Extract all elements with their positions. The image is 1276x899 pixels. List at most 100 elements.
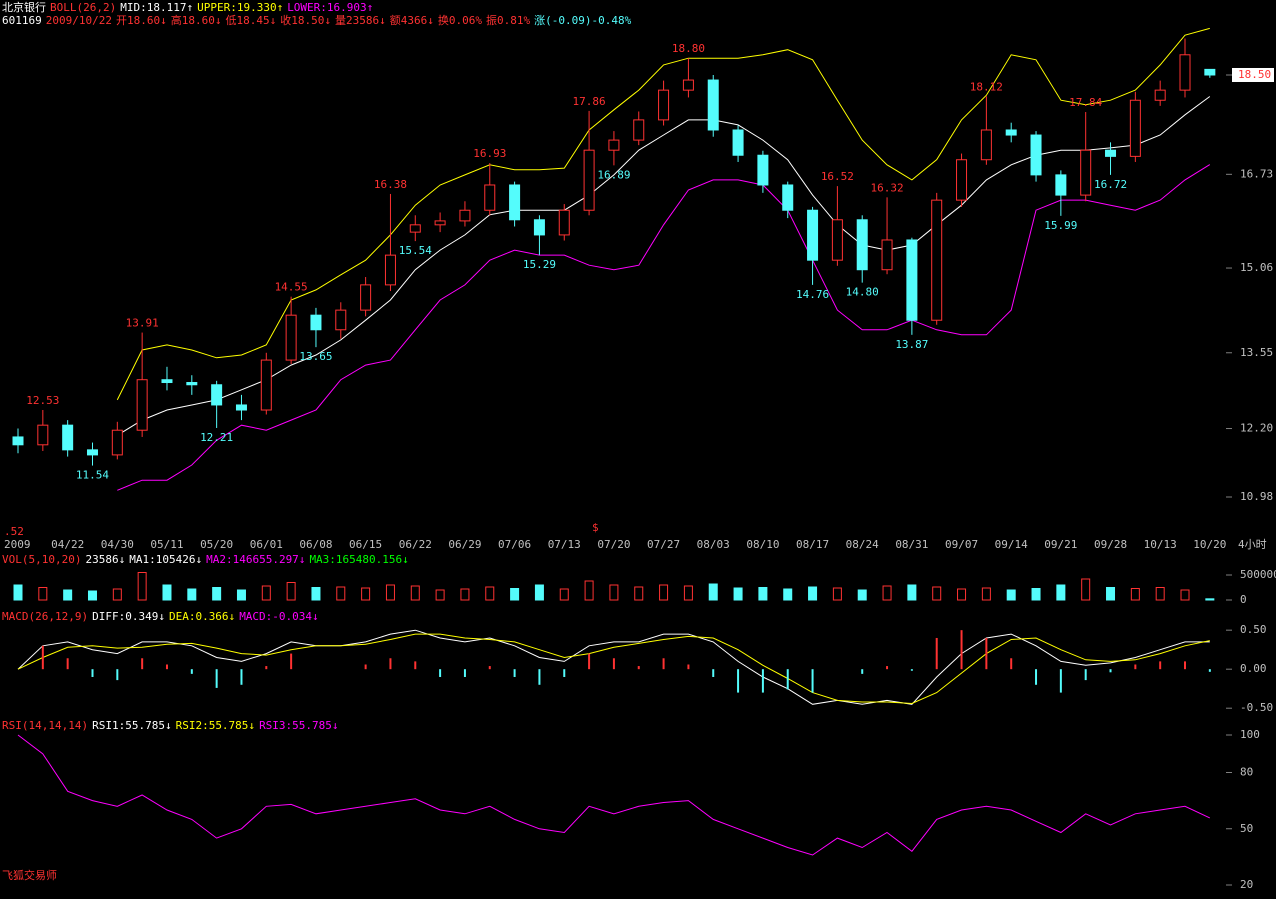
header-row: 北京银行 BOLL(26,2) MID:18.117↑ UPPER:19.330↑ LO…: [2, 1, 377, 14]
high-label: 12.53: [26, 394, 59, 407]
candle-body: [608, 139, 620, 151]
low-label: 14.80: [846, 286, 879, 299]
candle-body: [459, 209, 471, 222]
info-item: 收18.50↓: [280, 14, 331, 27]
candle-body: [881, 239, 893, 271]
volume-bar: [783, 588, 793, 601]
info-item: 额4366↓: [389, 14, 434, 27]
volume-bar: [336, 586, 346, 601]
candle-body: [310, 314, 322, 331]
candle-body: [1154, 89, 1166, 101]
x-tick-label: 08/10: [746, 538, 779, 551]
candle-body: [1179, 54, 1191, 91]
candle-body: [633, 119, 645, 141]
x-tick-label: 05/11: [150, 538, 183, 551]
candle-body: [62, 424, 74, 451]
indicator-name: MACD(26,12,9): [2, 610, 89, 623]
x-tick-label: 09/14: [995, 538, 1028, 551]
legend-item: 23586↓: [85, 553, 126, 566]
candle-body: [931, 199, 943, 321]
low-label: 11.54: [76, 469, 109, 482]
volume-bar: [584, 580, 594, 601]
x-tick-label: 06/08: [299, 538, 332, 551]
volume-bar: [634, 586, 644, 601]
candle-body: [434, 220, 446, 226]
stock-name: 北京银行: [2, 1, 46, 14]
info-item: 高18.60↓: [170, 14, 222, 27]
y-tick-label: 20: [1240, 878, 1253, 891]
legend-item: MA2:146655.297↓: [206, 553, 306, 566]
high-label: 18.80: [672, 42, 705, 55]
candle-body: [856, 219, 868, 271]
candle-body: [1204, 68, 1216, 76]
volume-bar: [87, 590, 97, 601]
candle-body: [906, 239, 918, 321]
macd-line: [17, 629, 1210, 705]
volume-bar: [385, 584, 395, 601]
high-label: 17.84: [1069, 96, 1102, 109]
info-item: 低18.45↓: [225, 14, 277, 27]
high-label: 18.12: [970, 80, 1003, 93]
volume-bar: [609, 584, 619, 601]
y-tick-label: 10.98: [1240, 490, 1273, 503]
y-tick-label: -0.50: [1240, 701, 1273, 714]
candle-body: [757, 154, 769, 186]
candle-body: [782, 184, 794, 211]
info-item: 2009/10/22: [45, 14, 112, 27]
candle-body: [111, 429, 123, 456]
legend-item: DIFF:0.349↓: [92, 610, 165, 623]
volume-bar: [162, 584, 172, 601]
low-label: 16.89: [597, 168, 630, 181]
candle-body: [12, 436, 24, 446]
band-line: [117, 164, 1211, 491]
volume-bar: [957, 588, 967, 601]
y-tick-label: 12.20: [1240, 422, 1273, 435]
x-tick-label: 2009: [4, 538, 31, 551]
x-tick-label: 07/27: [647, 538, 680, 551]
legend-item: DEA:0.366↓: [168, 610, 236, 623]
legend-item: UPPER:19.330↑: [197, 1, 284, 14]
candle-body: [956, 159, 968, 201]
volume-bar: [1031, 588, 1041, 601]
info-row: 601169 2009/10/22 开18.60↓ 高18.60↓ 低18.45↓ 收18…: [2, 14, 635, 27]
y-tick-label: 80: [1240, 766, 1253, 779]
y-tick-label: 15.06: [1240, 261, 1273, 274]
volume-bar: [460, 588, 470, 601]
x-tick-label: 07/13: [548, 538, 581, 551]
rsi-line: [17, 734, 1211, 856]
candle-body: [558, 209, 570, 236]
x-tick-label: 10/13: [1144, 538, 1177, 551]
legend-item: MA1:105426↓: [129, 553, 203, 566]
low-label: 13.87: [895, 338, 928, 351]
candle-body: [509, 184, 521, 221]
info-item: 量23586↓: [334, 14, 386, 27]
high-label: 16.93: [473, 147, 506, 160]
info-item: 涨(-0.09)-0.48%: [534, 14, 632, 27]
candle-body: [831, 219, 843, 261]
legend-item: RSI1:55.785↓: [92, 719, 172, 732]
volume-bar: [361, 587, 371, 601]
volume-bar: [261, 585, 271, 601]
y-tick-label: 0.50: [1240, 623, 1267, 636]
volume-bar: [435, 589, 445, 601]
y-tick-label: 500000: [1240, 568, 1276, 581]
header-row: MACD(26,12,9) DIFF:0.349↓ DEA:0.366↓ MACD:-…: [2, 610, 323, 623]
volume-bar: [286, 582, 296, 601]
volume-bar: [857, 589, 867, 601]
x-tick-label: 10/20: [1193, 538, 1226, 551]
low-label: 15.29: [523, 258, 556, 271]
app-name: 飞狐交易师: [2, 869, 57, 882]
candle-body: [335, 309, 347, 331]
volume-bar: [112, 588, 122, 601]
candle-body: [732, 129, 744, 156]
band-line: [116, 27, 1210, 401]
candle-body: [285, 314, 297, 361]
y-tick-label: 100: [1240, 728, 1260, 741]
candle-body: [37, 424, 49, 446]
high-label: 16.38: [374, 178, 407, 191]
indicator-name: VOL(5,10,20): [2, 553, 82, 566]
volume-bar: [1155, 587, 1165, 601]
volume-bar: [882, 585, 892, 601]
x-tick-label: 08/03: [697, 538, 730, 551]
volume-bar: [13, 584, 23, 601]
